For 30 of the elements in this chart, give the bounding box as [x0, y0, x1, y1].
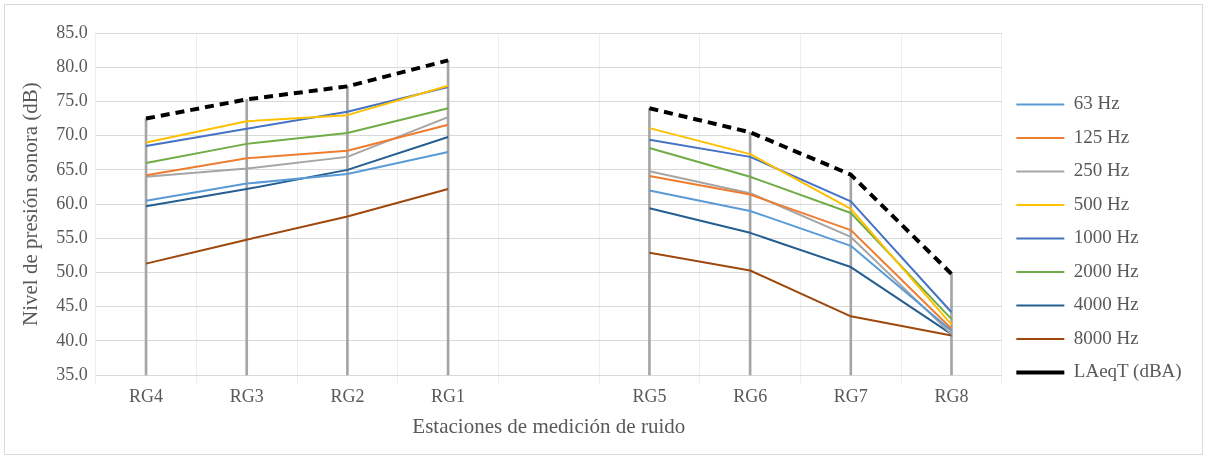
- legend-label: 2000 Hz: [1073, 259, 1139, 281]
- legend-label: 8000 Hz: [1073, 326, 1139, 348]
- x-tick-label: RG6: [733, 385, 768, 406]
- x-tick-label: RG1: [431, 385, 466, 406]
- x-tick-label: RG5: [632, 385, 667, 406]
- y-axis-title: Nivel de presión sonora (dB): [18, 82, 43, 326]
- legend-label: LAeqT (dBA): [1073, 360, 1182, 383]
- y-tick-label: 45.0: [56, 295, 88, 316]
- legend-label: 500 Hz: [1073, 192, 1130, 214]
- x-tick-label: RG4: [129, 385, 164, 406]
- legend-label: 4000 Hz: [1073, 293, 1139, 315]
- x-tick-label: RG7: [833, 385, 868, 406]
- y-tick-label: 70.0: [56, 124, 88, 145]
- y-tick-label: 50.0: [56, 261, 88, 282]
- y-tick-label: 55.0: [56, 227, 88, 248]
- legend-label: 125 Hz: [1073, 125, 1130, 147]
- x-tick-label: RG2: [330, 385, 365, 406]
- y-tick-label: 65.0: [56, 158, 88, 179]
- x-tick-label: RG3: [229, 385, 264, 406]
- legend-label: 1000 Hz: [1073, 226, 1139, 248]
- x-axis-title: Estaciones de medición de ruido: [412, 413, 686, 438]
- y-tick-label: 80.0: [56, 55, 88, 76]
- y-tick-label: 40.0: [56, 329, 88, 350]
- y-tick-label: 35.0: [56, 363, 88, 384]
- y-tick-label: 60.0: [56, 192, 88, 213]
- legend-label: 250 Hz: [1073, 159, 1130, 181]
- x-tick-label: RG8: [934, 385, 969, 406]
- y-tick-label: 75.0: [56, 90, 88, 111]
- legend-label: 63 Hz: [1073, 92, 1120, 114]
- y-tick-label: 85.0: [56, 21, 88, 42]
